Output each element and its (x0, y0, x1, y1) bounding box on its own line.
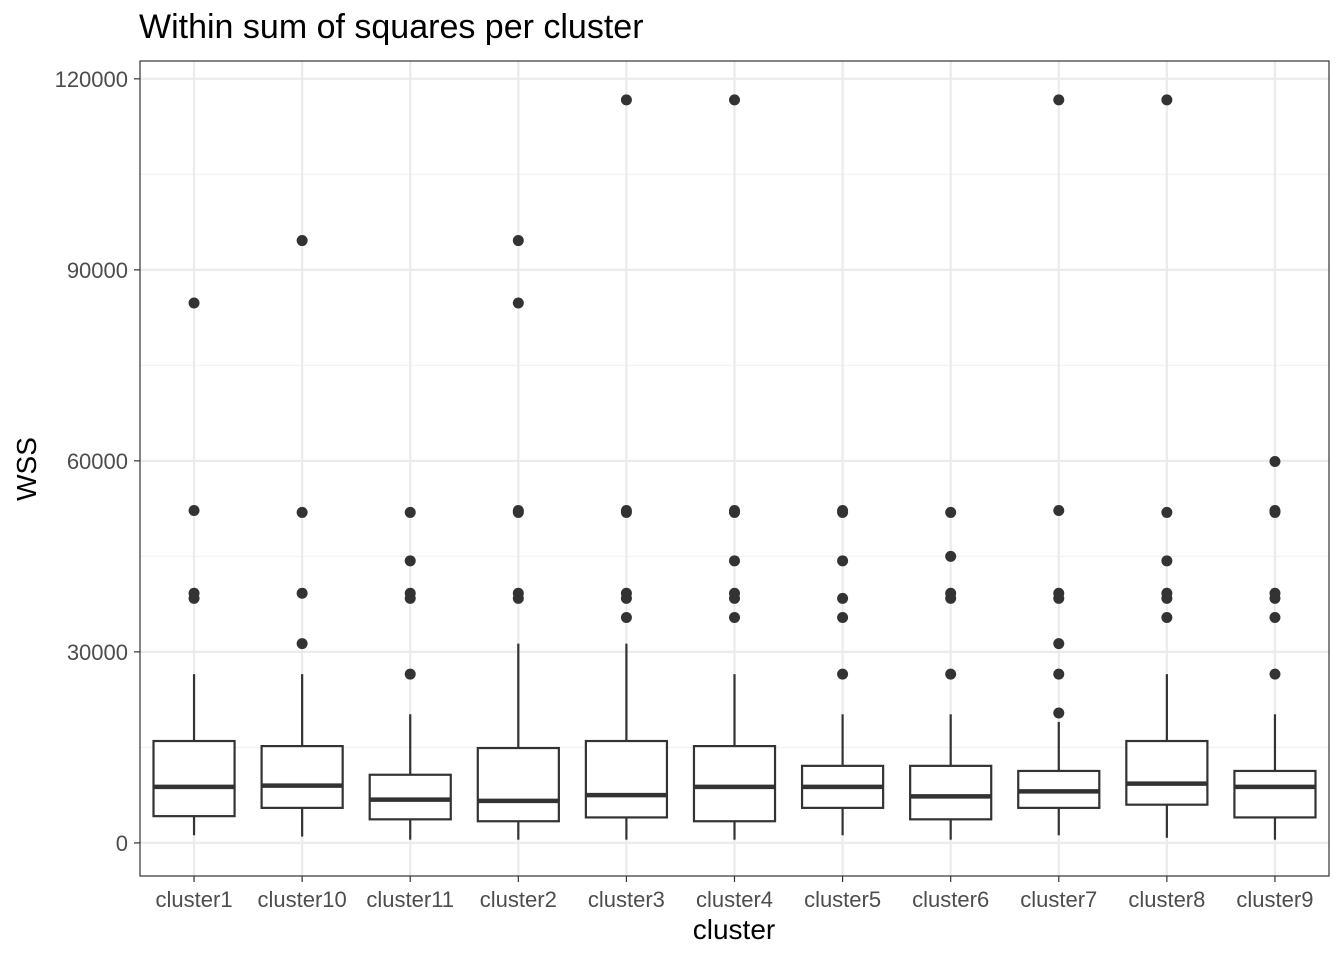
boxplot-cluster5 (800, 505, 885, 836)
chart-title: Within sum of squares per cluster (139, 8, 644, 46)
outlier-point (945, 550, 957, 562)
outlier-point (620, 94, 632, 106)
boxplot-cluster3 (584, 94, 669, 840)
outlier-point (837, 506, 849, 518)
boxplots (152, 94, 1317, 840)
x-tick-label: cluster1 (156, 887, 233, 912)
outlier-point (512, 592, 524, 604)
outlier-point (620, 592, 632, 604)
outlier-point (837, 668, 849, 680)
box (152, 739, 236, 818)
boxplot-cluster2 (476, 235, 560, 840)
outlier-point (1053, 668, 1065, 680)
outlier-point (1269, 455, 1281, 467)
outlier-point (729, 592, 740, 604)
outlier-point (512, 235, 524, 247)
y-tick-label: 90000 (67, 258, 128, 283)
outlier-point (1269, 611, 1281, 623)
box (909, 764, 993, 821)
outlier-point (837, 611, 849, 623)
x-tick-label: cluster8 (1128, 887, 1205, 912)
outlier-point (188, 297, 200, 309)
outlier-point (1161, 592, 1173, 604)
outlier-point (945, 506, 957, 518)
axis-ticks: 0 30000 60000 90000 120000 cluster1 cluster10 c… (55, 67, 1314, 912)
outlier-point (404, 506, 416, 518)
outlier-point (837, 592, 849, 604)
boxplot-cluster9 (1233, 455, 1317, 840)
outlier-point (945, 592, 957, 604)
outlier-point (296, 587, 308, 599)
boxplot-cluster11 (368, 506, 452, 840)
y-tick-label: 120000 (55, 67, 128, 92)
outlier-point (1161, 94, 1173, 106)
x-tick-label: cluster10 (257, 887, 346, 912)
outlier-point (404, 668, 416, 680)
outlier-point (1053, 638, 1065, 650)
boxplot-cluster10 (260, 235, 344, 837)
box (476, 746, 560, 823)
y-tick-label: 0 (116, 831, 128, 856)
outlier-point (729, 555, 740, 567)
box (692, 745, 777, 823)
outlier-point (1161, 506, 1173, 518)
x-tick-label: cluster5 (804, 887, 881, 912)
outlier-point (620, 611, 632, 623)
outlier-point (945, 668, 957, 680)
y-tick-label: 60000 (67, 449, 128, 474)
outlier-point (1269, 506, 1281, 518)
boxplot-cluster1 (152, 297, 236, 836)
outlier-point (404, 555, 416, 567)
outlier-point (729, 611, 740, 623)
y-axis-title: WSS (11, 437, 42, 501)
x-tick-label: cluster6 (912, 887, 989, 912)
x-axis-title: cluster (693, 914, 775, 945)
outlier-point (729, 94, 740, 106)
outlier-point (188, 592, 200, 604)
y-tick-label: 30000 (67, 640, 128, 665)
x-tick-label: cluster7 (1020, 887, 1097, 912)
outlier-point (1269, 592, 1281, 604)
boxplot-cluster7 (1017, 94, 1101, 836)
outlier-point (512, 297, 524, 309)
outlier-point (296, 638, 308, 650)
outlier-point (404, 592, 416, 604)
box (260, 745, 344, 809)
outlier-point (1053, 505, 1065, 517)
boxplot-cluster6 (909, 506, 993, 840)
outlier-point (188, 505, 200, 517)
x-tick-label: cluster3 (588, 887, 665, 912)
x-tick-label: cluster4 (696, 887, 773, 912)
box (1125, 739, 1209, 806)
outlier-point (837, 555, 849, 567)
outlier-point (1053, 592, 1065, 604)
x-tick-label: cluster9 (1236, 887, 1313, 912)
box (368, 773, 452, 821)
outlier-point (729, 506, 740, 518)
outlier-point (1053, 707, 1065, 719)
outlier-point (296, 235, 308, 247)
outlier-point (512, 506, 524, 518)
outlier-point (296, 506, 308, 518)
outlier-point (1053, 94, 1065, 106)
x-tick-label: cluster2 (480, 887, 557, 912)
outlier-point (620, 506, 632, 518)
boxplot-cluster4 (692, 94, 777, 840)
boxplot-cluster8 (1125, 94, 1209, 838)
outlier-point (1269, 668, 1281, 680)
box (1233, 769, 1317, 819)
outlier-point (1161, 611, 1173, 623)
box (584, 739, 669, 819)
x-tick-label: cluster11 (366, 887, 454, 912)
outlier-point (1161, 555, 1173, 567)
